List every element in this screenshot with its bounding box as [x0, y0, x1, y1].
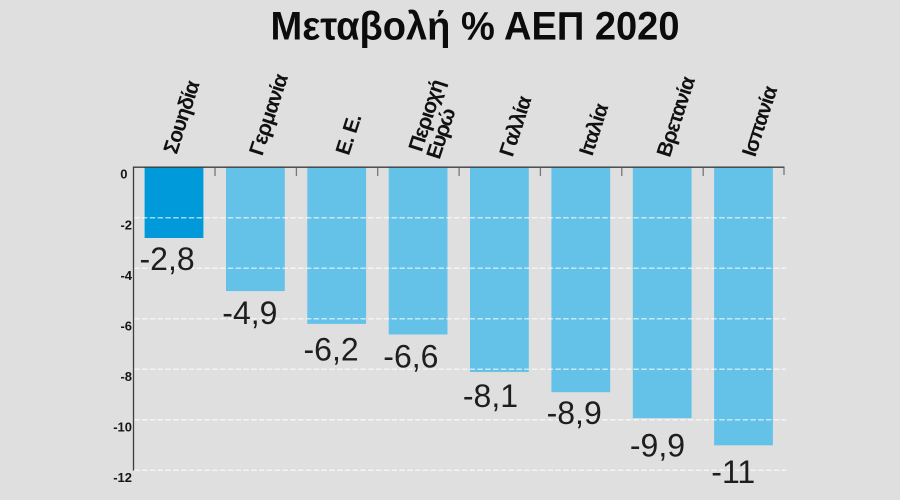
svg-text:-2,8: -2,8: [140, 241, 195, 277]
svg-text:Μεταβολή % ΑΕΠ 2020: Μεταβολή % ΑΕΠ 2020: [271, 5, 680, 49]
svg-text:-12: -12: [113, 470, 132, 485]
svg-text:-4: -4: [120, 268, 132, 283]
svg-text:0: 0: [120, 166, 127, 181]
svg-text:-6: -6: [120, 319, 132, 334]
svg-text:-10: -10: [113, 420, 132, 435]
svg-text:-6,6: -6,6: [383, 338, 438, 374]
svg-text:-2: -2: [120, 218, 132, 233]
svg-text:-8,9: -8,9: [547, 395, 602, 431]
svg-text:-4,9: -4,9: [222, 295, 277, 331]
svg-text:-9,9: -9,9: [630, 427, 685, 463]
svg-text:-6,2: -6,2: [304, 332, 359, 368]
svg-text:-8: -8: [120, 369, 132, 384]
svg-text:-8,1: -8,1: [463, 378, 518, 414]
svg-text:-11: -11: [711, 454, 755, 490]
